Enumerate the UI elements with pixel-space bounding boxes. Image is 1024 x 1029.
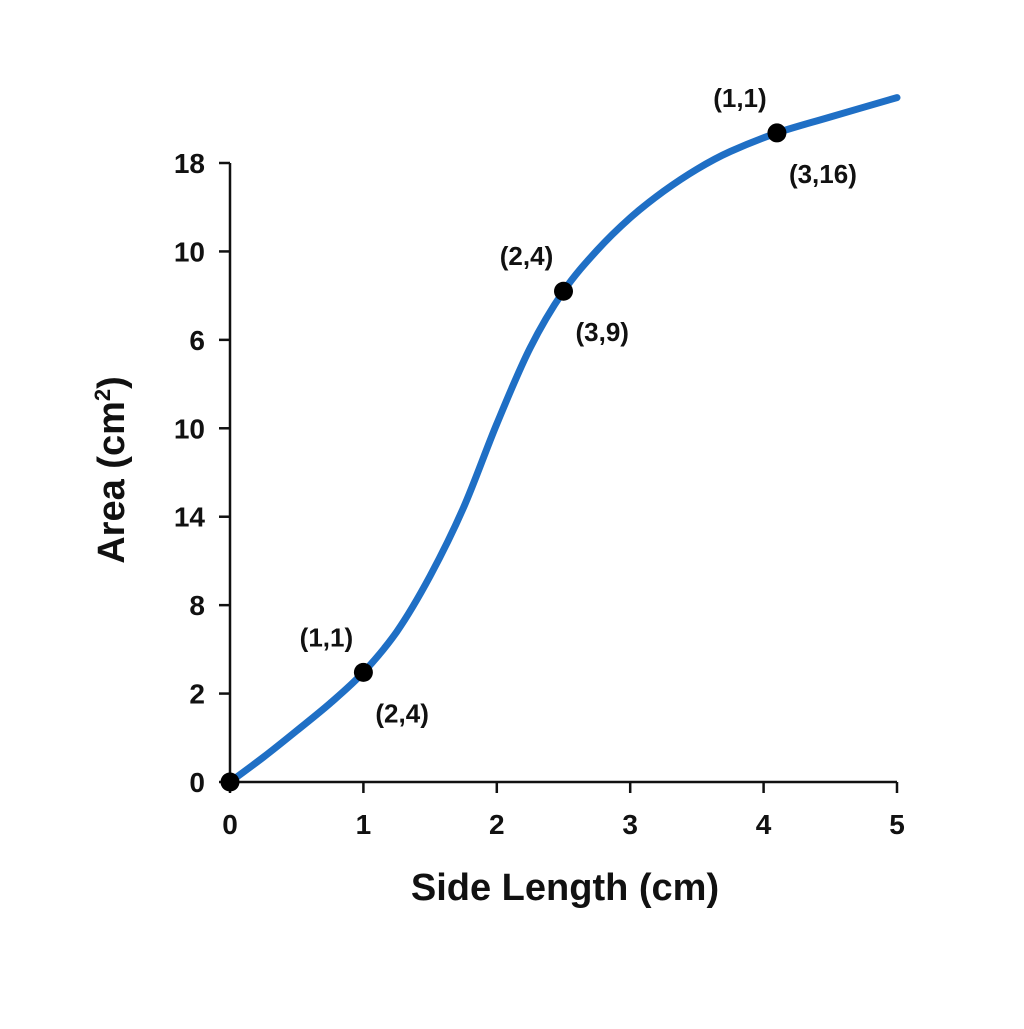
series-line <box>226 94 901 786</box>
y-axis-title-superscript: 2 <box>90 389 115 401</box>
y-tick-label: 10 <box>174 236 205 267</box>
data-point <box>767 123 787 143</box>
x-tick-label: 3 <box>622 809 638 840</box>
x-tick-label: 5 <box>889 809 905 840</box>
series <box>226 94 901 786</box>
point-label-below: (3,16) <box>789 159 857 189</box>
data-point <box>220 772 240 792</box>
axis-titles: Side Length (cm) Area (cm2) <box>90 376 719 909</box>
y-tick-label: 10 <box>174 413 205 444</box>
y-tick-label: 8 <box>189 590 205 621</box>
y-tick-label: 14 <box>174 502 206 533</box>
point-label-below: (3,9) <box>576 317 629 347</box>
point-label-above: (1,1) <box>300 622 353 652</box>
point-label-above: (2,4) <box>500 241 553 271</box>
data-point <box>353 662 373 682</box>
data-point <box>554 281 573 301</box>
y-tick-label: 6 <box>189 325 205 356</box>
y-tick-label: 18 <box>174 148 205 179</box>
x-tick-label: 0 <box>222 809 238 840</box>
y-axis-title-close: ) <box>91 376 133 389</box>
x-tick-label: 4 <box>756 809 772 840</box>
x-tick-label: 2 <box>489 809 505 840</box>
y-tick-label: 2 <box>189 679 205 710</box>
y-axis-title-group: Area (cm2) <box>90 376 133 564</box>
point-label-below: (2,4) <box>375 698 428 728</box>
axes <box>219 161 899 793</box>
point-label-above: (1,1) <box>713 83 766 113</box>
tick-labels: 0 1 2 3 4 5 0 2 8 14 10 6 10 18 <box>174 148 905 840</box>
y-axis-title-main: Area (cm <box>91 401 133 564</box>
y-tick-label: 0 <box>189 767 205 798</box>
x-axis-title: Side Length (cm) <box>411 867 719 909</box>
y-axis-title: Area (cm2) <box>90 376 133 564</box>
x-tick-label: 1 <box>356 809 372 840</box>
data-points: (1,1) (2,4) (2,4) (3,9) (1,1) (3,16) <box>220 83 857 792</box>
